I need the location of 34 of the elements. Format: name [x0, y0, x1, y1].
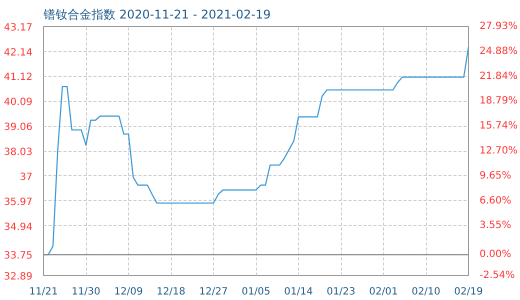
y2-tick-label: 0.00%: [480, 249, 512, 260]
y-tick-label: 34.94: [4, 222, 33, 233]
x-tick-label: 02/10: [412, 286, 440, 298]
y-tick-label: 35.97: [4, 196, 33, 208]
y-tick-label: 39.06: [4, 122, 33, 134]
x-tick-label: 12/27: [199, 286, 228, 298]
x-tick-label: 02/19: [454, 286, 483, 298]
y-tick-label: 32.89: [4, 272, 33, 282]
y2-tick-label: 21.84%: [480, 70, 518, 82]
y2-tick-label: 27.93%: [480, 21, 518, 32]
y-tick-label: 43.17: [4, 22, 33, 34]
x-tick-label: 12/18: [156, 286, 186, 298]
y-tick-label: 33.75: [4, 250, 33, 262]
x-tick-label: 01/05: [242, 286, 270, 298]
chart-title: 镨钕合金指数 2020-11-21 - 2021-02-19: [42, 8, 271, 22]
x-tick-label: 02/01: [369, 286, 398, 298]
y2-tick-label: 6.60%: [480, 195, 512, 206]
y2-tick-label: 12.70%: [480, 145, 518, 156]
x-tick-label: 12/09: [114, 286, 143, 298]
y-tick-label: 38.03: [4, 147, 33, 158]
y2-tick-label: 3.55%: [480, 220, 512, 232]
y2-tick-label: -2.54%: [480, 270, 515, 281]
x-tick-label: 11/30: [72, 286, 100, 298]
y2-tick-label: 9.65%: [480, 170, 512, 182]
y2-tick-label: 18.79%: [480, 96, 518, 107]
y2-tick-label: 24.88%: [480, 46, 518, 57]
x-tick-label: 01/14: [284, 286, 313, 298]
x-tick-label: 01/23: [326, 286, 356, 298]
y-tick-label: 37: [20, 172, 33, 183]
y2-tick-label: 15.74%: [480, 120, 518, 132]
y-tick-label: 41.12: [4, 72, 33, 84]
x-tick-label: 11/21: [29, 286, 58, 298]
y-tick-label: 40.09: [4, 97, 33, 108]
y-tick-label: 42.14: [4, 47, 33, 58]
